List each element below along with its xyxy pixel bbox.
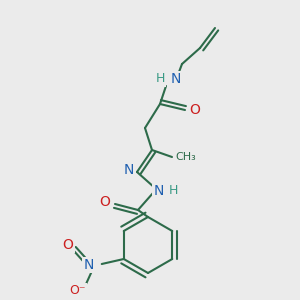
Text: O: O — [100, 195, 110, 209]
Text: N: N — [84, 258, 94, 272]
Text: N: N — [124, 163, 134, 177]
Text: H: H — [168, 184, 178, 197]
Text: N: N — [171, 72, 181, 86]
Text: CH₃: CH₃ — [176, 152, 197, 162]
Text: O: O — [190, 103, 200, 117]
Text: O: O — [62, 238, 73, 252]
Text: N: N — [154, 184, 164, 198]
Text: H: H — [155, 73, 165, 85]
Text: O⁻: O⁻ — [70, 284, 86, 298]
